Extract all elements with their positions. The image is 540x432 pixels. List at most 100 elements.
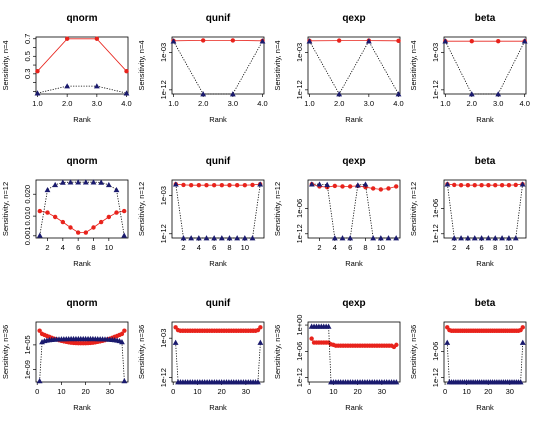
data-point-blue — [521, 38, 528, 44]
data-point-blue — [34, 90, 41, 96]
x-tick-label: 4.0 — [519, 99, 529, 108]
data-point-blue — [444, 339, 451, 345]
plot-frame — [35, 179, 129, 239]
x-tick-label: 3.0 — [493, 99, 503, 108]
x-tick-label: 3.0 — [92, 99, 102, 108]
data-point-red — [35, 69, 40, 74]
data-point-blue — [249, 235, 256, 241]
x-tick-label: 4 — [61, 243, 65, 252]
data-point-red — [378, 187, 384, 192]
data-point-red — [188, 182, 194, 188]
x-tick-label: 2 — [45, 243, 49, 252]
x-tick-label: 10 — [57, 387, 65, 396]
chart-title: qexp — [342, 298, 365, 309]
data-point-blue — [331, 235, 338, 241]
x-axis-label: Rank — [73, 403, 91, 412]
x-tick-label: 8 — [363, 243, 367, 252]
data-point-red — [465, 182, 471, 188]
y-tick-label: 1e-12 — [159, 80, 168, 99]
data-point-red — [219, 182, 225, 188]
x-tick-label: 2.0 — [334, 99, 344, 108]
x-tick-label: 1.0 — [32, 99, 42, 108]
data-point-blue — [259, 38, 266, 44]
panel-qexp-3: qexp 0 10 20 30 1e-12 1e-06 1e+00 Rank Sensitivit… — [273, 298, 401, 412]
x-axis-label: Rank — [345, 259, 363, 268]
plot-frame — [35, 36, 129, 95]
data-point-blue — [478, 235, 485, 241]
data-point-blue — [255, 379, 261, 385]
data-point-blue — [393, 235, 400, 241]
y-tick-label: 0.5 — [23, 51, 32, 61]
series-line-blue — [311, 183, 397, 239]
data-point-blue — [123, 90, 130, 96]
data-point-red — [181, 182, 186, 188]
panel-qnorm-3: qnorm 0 10 20 30 1e-09 1e-05 Rank Sensitivity, n… — [1, 298, 129, 412]
data-point-blue — [306, 38, 313, 44]
y-tick-label: 0.010 — [23, 207, 32, 226]
x-axis-label: Rank — [476, 115, 494, 124]
data-point-blue — [377, 235, 384, 241]
data-point-blue — [180, 235, 187, 241]
series-line-blue — [39, 181, 125, 236]
data-point-red — [196, 182, 202, 188]
data-point-red — [75, 230, 81, 235]
data-point-blue — [512, 235, 519, 241]
data-point-red — [370, 186, 376, 191]
data-point-blue — [465, 235, 471, 241]
series-line-blue — [37, 85, 127, 94]
y-axis-label: Sensitivity, n=12 — [1, 182, 10, 236]
plot-frame — [171, 179, 265, 239]
data-point-blue — [170, 38, 177, 44]
data-point-red — [124, 69, 129, 74]
data-point-red — [513, 182, 518, 188]
data-point-red — [458, 182, 464, 188]
y-tick-label: 1e-12 — [295, 80, 304, 99]
data-point-red — [37, 208, 43, 214]
panel-qnorm-1: qnorm 1.0 2.0 3.0 4.0 0.3 0.5 0.7 Rank Sensitivit… — [1, 13, 132, 124]
data-point-red — [396, 38, 401, 44]
data-point-red — [60, 219, 66, 225]
y-axis-label: Sensitivity, n=36 — [137, 325, 146, 379]
x-tick-label: 2.0 — [198, 99, 208, 108]
data-point-red — [340, 184, 345, 189]
data-point-red — [83, 230, 89, 235]
y-axis-label: Sensitivity, n=36 — [409, 325, 418, 379]
plot-frame — [35, 321, 129, 383]
y-tick-label: 1e-12 — [295, 368, 304, 387]
data-point-red — [94, 36, 100, 41]
data-point-blue — [234, 235, 241, 241]
data-point-blue — [365, 38, 372, 44]
data-point-blue — [347, 235, 354, 241]
series-line-blue — [447, 184, 523, 239]
x-axis-label: Rank — [345, 403, 363, 412]
data-point-blue — [121, 232, 128, 238]
x-tick-label: 4 — [466, 243, 470, 252]
series-line-red — [39, 210, 125, 233]
data-point-blue — [218, 235, 225, 241]
chart-title: beta — [475, 156, 496, 167]
data-point-blue — [93, 83, 100, 89]
x-axis-label: Rank — [476, 403, 494, 412]
y-tick-label: 0.7 — [23, 34, 32, 44]
data-point-red — [336, 38, 342, 43]
data-point-blue — [64, 83, 71, 89]
x-tick-label: 2.0 — [62, 99, 72, 108]
plot-frame — [307, 36, 401, 95]
data-point-red — [394, 342, 399, 348]
x-tick-label: 30 — [506, 387, 514, 396]
y-axis-label: Sensitivity, n=4 — [137, 40, 146, 90]
data-point-blue — [499, 235, 505, 241]
y-tick-label: 1e-12 — [159, 224, 168, 243]
series-line-blue — [173, 41, 263, 95]
y-tick-label: 1e-06 — [431, 342, 440, 361]
x-tick-label: 10 — [241, 243, 249, 252]
chart-title: qnorm — [66, 13, 97, 24]
plot-frame — [171, 36, 265, 95]
data-point-blue — [36, 378, 43, 384]
series-line-red — [37, 38, 127, 72]
data-point-red — [520, 325, 525, 330]
y-tick-label: 1e-06 — [295, 199, 304, 218]
y-axis-label: Sensitivity, n=36 — [1, 325, 10, 379]
series-line-blue — [311, 325, 397, 383]
